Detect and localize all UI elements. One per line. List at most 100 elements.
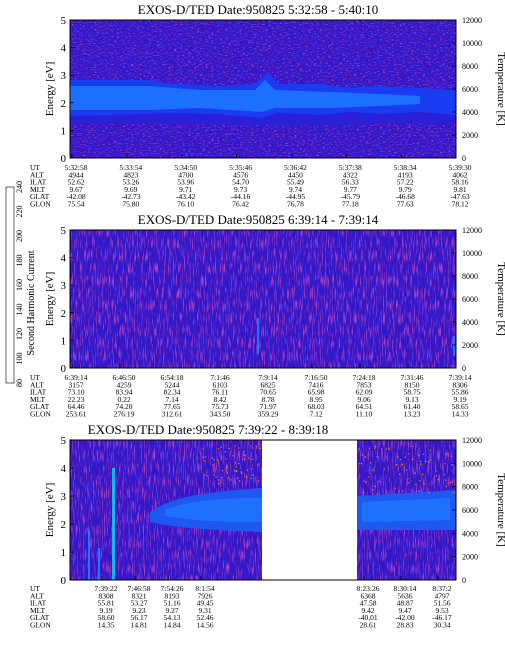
orbit-cell: 7:54:26 bbox=[161, 584, 184, 593]
sparse-point bbox=[412, 458, 414, 460]
sparse-point bbox=[372, 469, 374, 471]
sparse-point bbox=[425, 460, 427, 463]
sparse-point bbox=[237, 447, 240, 449]
y2-tick-label: 6000 bbox=[462, 295, 478, 304]
y-tick-label: 4 bbox=[61, 463, 67, 475]
orbit-cell: 9.67 bbox=[69, 185, 82, 194]
y2-tick-label: 2000 bbox=[462, 131, 478, 140]
orbit-cell: 9.74 bbox=[289, 185, 302, 194]
orbit-cell: 6825 bbox=[261, 380, 276, 389]
orbit-cell: 9.79 bbox=[399, 185, 412, 194]
orbit-cell: 8306 bbox=[453, 380, 468, 389]
orbit-cell: 58.75 bbox=[404, 388, 421, 397]
sparse-point bbox=[428, 461, 430, 464]
sparse-point bbox=[244, 458, 246, 461]
orbit-cell: 14.33 bbox=[452, 410, 469, 419]
sparse-point bbox=[251, 458, 253, 461]
orbit-row-label: ILAT bbox=[30, 599, 47, 608]
orbit-cell: 53.96 bbox=[177, 178, 194, 187]
sparse-point bbox=[444, 479, 446, 481]
y2-tick-label: 8000 bbox=[462, 272, 478, 281]
y2-tick-label: 8000 bbox=[462, 62, 478, 71]
sparse-point bbox=[420, 460, 422, 463]
sparse-point bbox=[421, 473, 424, 476]
orbit-cell: 7:39:22 bbox=[95, 584, 118, 593]
sparse-point bbox=[203, 460, 205, 462]
y2-tick-label: 0 bbox=[462, 576, 466, 585]
orbit-cell: 53.27 bbox=[131, 599, 148, 608]
sparse-point bbox=[365, 481, 367, 483]
orbit-cell: 3157 bbox=[69, 380, 84, 389]
y-tick-label: 4 bbox=[61, 253, 67, 265]
orbit-cell: 7:1:46 bbox=[210, 373, 229, 382]
orbit-cell: 7:46:58 bbox=[128, 584, 151, 593]
orbit-cell: 70.65 bbox=[260, 388, 277, 397]
sparse-point bbox=[239, 480, 241, 482]
sparse-point bbox=[207, 475, 209, 477]
orbit-cell: 52.62 bbox=[68, 178, 85, 187]
y2-tick-label: 8000 bbox=[462, 483, 478, 492]
orbit-cell: 76.11 bbox=[212, 388, 229, 397]
orbit-cell: 9.19 bbox=[99, 606, 112, 615]
orbit-cell: 4259 bbox=[117, 380, 132, 389]
orbit-cell: 7.12 bbox=[309, 410, 322, 419]
y-tick-label: 2 bbox=[61, 519, 67, 531]
sparse-point bbox=[429, 449, 431, 452]
sparse-point bbox=[404, 456, 406, 458]
orbit-cell: 62.09 bbox=[356, 388, 373, 397]
orbit-cell: 8150 bbox=[405, 380, 420, 389]
orbit-cell: 54.13 bbox=[164, 613, 181, 622]
sparse-point bbox=[252, 447, 254, 449]
sparse-point bbox=[429, 459, 431, 461]
y-tick-label: 2 bbox=[61, 98, 67, 110]
sparse-point bbox=[396, 464, 398, 466]
orbit-cell: 76.42 bbox=[232, 200, 249, 209]
sparse-point bbox=[451, 455, 453, 457]
orbit-cell: -42.08 bbox=[66, 192, 86, 201]
y2-tick-label: 12000 bbox=[462, 226, 482, 235]
sparse-point bbox=[221, 477, 223, 479]
sparse-point bbox=[259, 447, 261, 449]
sparse-point bbox=[444, 463, 446, 465]
sparse-point bbox=[250, 477, 252, 479]
orbit-cell: 22.23 bbox=[68, 395, 85, 404]
sparse-point bbox=[246, 469, 248, 471]
sparse-point bbox=[388, 448, 390, 450]
orbit-row-label: GLON bbox=[30, 200, 51, 209]
sparse-point bbox=[243, 451, 245, 453]
sparse-point bbox=[224, 451, 226, 453]
sparse-point bbox=[250, 445, 252, 447]
sparse-point bbox=[204, 474, 206, 476]
orbit-cell: 11.10 bbox=[356, 410, 373, 419]
sparse-point bbox=[217, 459, 219, 461]
sparse-point bbox=[418, 490, 421, 492]
orbit-cell: -40.01 bbox=[358, 613, 378, 622]
orbit-cell: 56.17 bbox=[131, 613, 148, 622]
y2-tick-label: 6000 bbox=[462, 506, 478, 515]
y-tick-label: 1 bbox=[61, 335, 67, 347]
panel-3-band-right-core bbox=[362, 498, 450, 522]
sparse-point bbox=[423, 483, 425, 485]
sparse-point bbox=[217, 462, 220, 464]
panel-3-ylabel: Energy [eV] bbox=[44, 483, 56, 537]
orbit-cell: 4944 bbox=[69, 170, 84, 179]
orbit-cell: 52.46 bbox=[197, 613, 214, 622]
orbit-cell: 6368 bbox=[361, 591, 376, 600]
orbit-cell: 8:1:54 bbox=[195, 584, 214, 593]
orbit-cell: 83.94 bbox=[116, 388, 133, 397]
orbit-cell: 7926 bbox=[198, 591, 213, 600]
orbit-row-label: MLT bbox=[30, 395, 46, 404]
y-tick-label: 3 bbox=[61, 280, 67, 292]
sparse-point bbox=[215, 476, 217, 478]
orbit-cell: 9.06 bbox=[357, 395, 370, 404]
sparse-point bbox=[401, 463, 404, 466]
panel-2-y2-axis: 0 2000 4000 6000 8000 10000 12000 bbox=[452, 226, 482, 373]
colorbar-ticks: 80 100 120 140 160 180 200 220 240 bbox=[15, 181, 24, 387]
sparse-point bbox=[213, 459, 215, 461]
sparse-point bbox=[406, 469, 408, 471]
sparse-point bbox=[220, 446, 222, 448]
y2-tick-label: 0 bbox=[462, 364, 466, 373]
sparse-point bbox=[234, 445, 236, 447]
colorbar-tick-label: 220 bbox=[15, 206, 24, 218]
orbit-cell: 8308 bbox=[99, 591, 114, 600]
